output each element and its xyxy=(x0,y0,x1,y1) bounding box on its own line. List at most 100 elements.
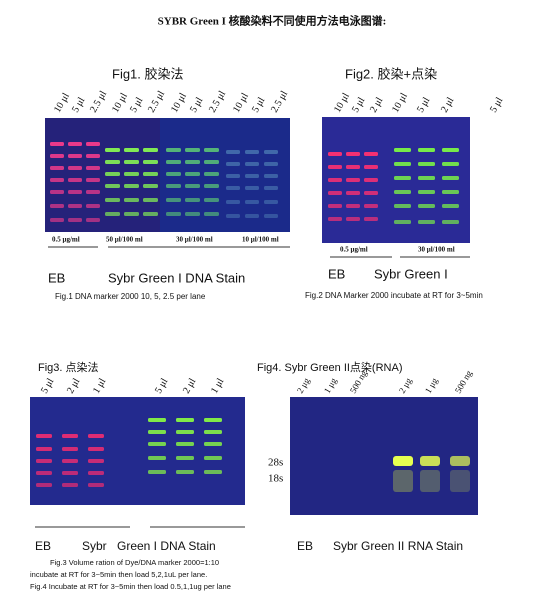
lane-label: 2 μg xyxy=(397,376,414,395)
gel-band xyxy=(148,442,166,446)
lane-label: 10 μl xyxy=(169,91,189,115)
gel-band xyxy=(346,204,360,208)
condition-label: 30 μl/100 ml xyxy=(418,246,455,254)
lane-label: 5 μl xyxy=(250,95,267,114)
gel-band xyxy=(394,148,411,152)
gel-band xyxy=(418,220,435,224)
gel-band xyxy=(204,212,219,216)
stain-label: Sybr Green I xyxy=(374,266,448,281)
lane-label: 10 μl xyxy=(390,91,410,115)
gel-band xyxy=(124,148,139,152)
lane-label: 10 μl xyxy=(52,91,72,115)
gel-band xyxy=(88,447,104,451)
gel-band xyxy=(450,470,470,492)
gel-band xyxy=(176,430,194,434)
gel-band xyxy=(36,459,52,463)
lane-label: 5 μl xyxy=(153,376,170,395)
gel-band xyxy=(328,165,342,169)
lane-label: 2 μl xyxy=(181,376,198,395)
gel-band xyxy=(328,152,342,156)
gel-band xyxy=(328,204,342,208)
gel-band xyxy=(86,166,100,170)
gel-band xyxy=(393,456,413,466)
lane-label: 5 μl xyxy=(350,95,367,114)
gel-band xyxy=(50,178,64,182)
condition-label: 30 μl/100 ml xyxy=(176,236,213,244)
gel-band xyxy=(204,160,219,164)
gel-band xyxy=(166,160,181,164)
figure-label: Fig1. 胶染法 xyxy=(112,66,184,81)
gel-band xyxy=(442,220,459,224)
gel-band xyxy=(420,456,440,466)
marker-label: 18s xyxy=(268,473,283,485)
lane-label: 5 μl xyxy=(70,95,87,114)
gel-band xyxy=(62,459,78,463)
gel-band xyxy=(394,176,411,180)
gel-band xyxy=(264,200,278,204)
gel-band xyxy=(88,471,104,475)
gel-band xyxy=(50,190,64,194)
gel-band xyxy=(364,165,378,169)
gel-band xyxy=(176,418,194,422)
gel-band xyxy=(143,184,158,188)
caption: Fig.2 DNA Marker 2000 incubate at RT for… xyxy=(305,291,483,300)
stain-label: Sybr Green II RNA Stain xyxy=(333,539,463,553)
gel-band xyxy=(50,166,64,170)
gel-band xyxy=(68,166,82,170)
lane-label: 5 μl xyxy=(39,376,56,395)
gel-band xyxy=(394,220,411,224)
lane-label: 2 μg xyxy=(295,376,312,395)
gel-band xyxy=(204,456,222,460)
gel-band xyxy=(204,198,219,202)
gel-band xyxy=(105,198,120,202)
gel-band xyxy=(245,162,259,166)
gel-band xyxy=(346,152,360,156)
gel-band xyxy=(166,198,181,202)
gel-band xyxy=(245,174,259,178)
lane-label: 2.5 μl xyxy=(269,89,290,115)
gel-band xyxy=(62,483,78,487)
gel-band xyxy=(166,172,181,176)
gel-band xyxy=(124,184,139,188)
lane-label: 2.5 μl xyxy=(207,89,228,115)
gel-band xyxy=(442,204,459,208)
gel-band xyxy=(36,447,52,451)
gel-band xyxy=(204,148,219,152)
gel-band xyxy=(364,178,378,182)
gel-image xyxy=(160,118,290,232)
gel-band xyxy=(393,470,413,492)
gel-band xyxy=(226,174,240,178)
gel-band xyxy=(442,176,459,180)
gel-band xyxy=(204,418,222,422)
lane-label: 1 μl xyxy=(209,376,226,395)
condition-label: 0.5 μg/ml xyxy=(52,236,80,244)
caption: Fig.1 DNA marker 2000 10, 5, 2.5 per lan… xyxy=(55,292,206,301)
gel-band xyxy=(226,200,240,204)
lane-label: 2 μl xyxy=(368,95,385,114)
condition-label: 50 μl/100 ml xyxy=(106,236,143,244)
gel-band xyxy=(245,150,259,154)
gel-band xyxy=(105,148,120,152)
caption: incubate at RT for 3~5min then load 5,2,… xyxy=(30,570,207,579)
gel-band xyxy=(86,178,100,182)
lane-label: 10 μl xyxy=(110,91,130,115)
figure-label: Fig3. 点染法 xyxy=(38,360,99,374)
gel-band xyxy=(185,160,200,164)
gel-band xyxy=(185,212,200,216)
gel-band xyxy=(143,212,158,216)
stain-label: EB xyxy=(297,539,313,553)
gel-band xyxy=(176,456,194,460)
gel-band xyxy=(418,162,435,166)
lane-label: 5 μl xyxy=(415,95,432,114)
gel-band xyxy=(364,191,378,195)
gel-band xyxy=(420,470,440,492)
gel-band xyxy=(418,204,435,208)
gel-band xyxy=(176,442,194,446)
lane-label: 2.5 μl xyxy=(88,89,109,115)
gel-band xyxy=(176,470,194,474)
gel-band xyxy=(450,456,470,466)
gel-band xyxy=(328,217,342,221)
gel-band xyxy=(394,204,411,208)
gel-band xyxy=(166,212,181,216)
gel-band xyxy=(105,160,120,164)
